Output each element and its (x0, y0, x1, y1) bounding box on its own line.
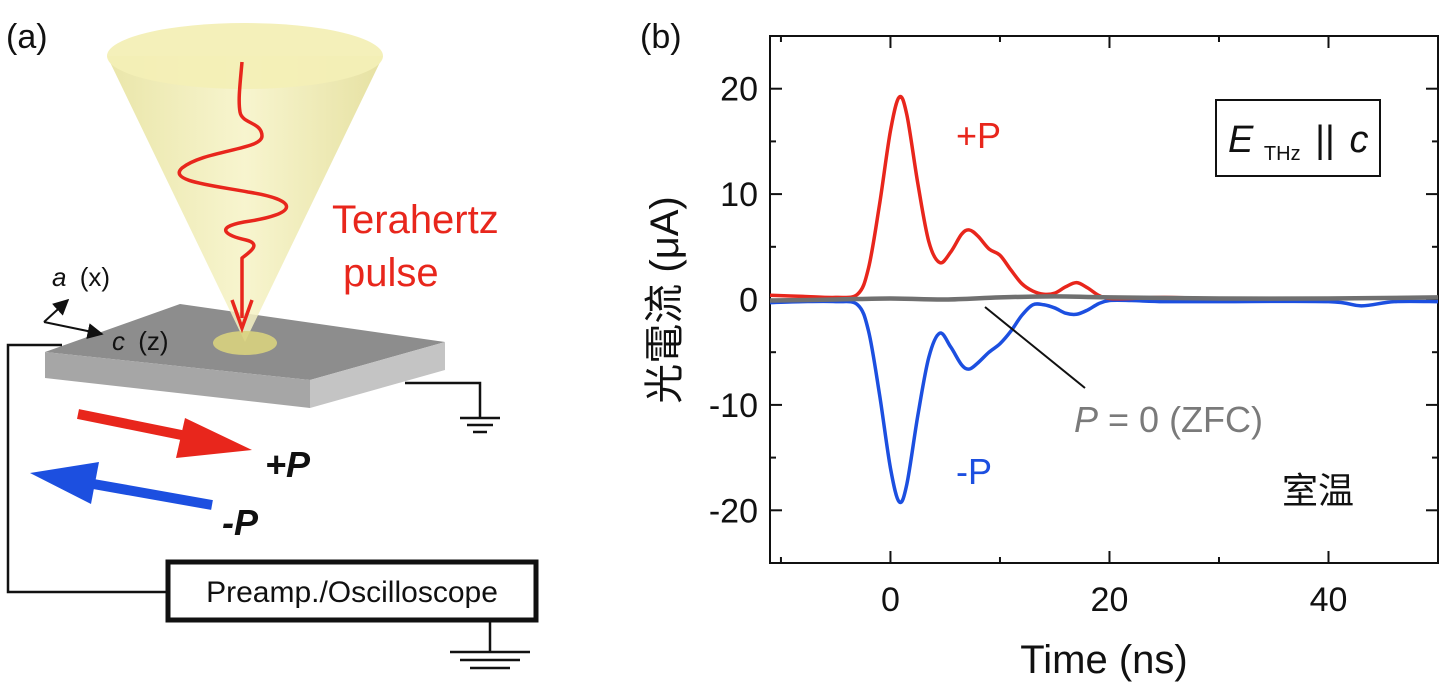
zfc-label-rest: = 0 (ZFC) (1098, 399, 1263, 440)
series-group (769, 94, 1439, 505)
y-tick-label: 0 (739, 282, 758, 320)
svg-text:c (z): c (z) (112, 326, 169, 356)
y-tick-label: -10 (709, 387, 758, 425)
minus-p-series-label: -P (956, 451, 992, 492)
axis-a-coord: (x) (80, 262, 110, 292)
terahertz-waveform (177, 61, 289, 318)
y-axis-title: 光電流 (μA) (643, 196, 687, 403)
box-e-letter: E (1228, 119, 1254, 161)
y-tick-label: -20 (709, 492, 758, 530)
zfc-series-line (769, 294, 1439, 303)
instrument-label: Preamp./Oscilloscope (206, 576, 498, 609)
plus-p-arrow (77, 409, 252, 458)
terahertz-cone (107, 23, 383, 355)
instrument-box (165, 559, 539, 623)
pulse-label-line1: Terahertz (332, 198, 499, 242)
wiring (6, 343, 530, 670)
minus-p-series-line (769, 298, 1439, 505)
minus-p-label: -P (222, 502, 259, 543)
svg-text:a (x): a (x) (52, 262, 110, 292)
plus-p-label: +P (265, 444, 311, 485)
axis-c-letter: c (112, 326, 125, 356)
polarization-box: E THz || c (1215, 99, 1381, 177)
panel-a-label: (a) (6, 18, 48, 56)
panel-a: (a) Terahertz pulse a (x) c (6, 18, 539, 670)
zfc-leader-line (984, 306, 1086, 389)
y-tick-label: 20 (720, 71, 758, 109)
box-parallel: || (1315, 119, 1335, 161)
minus-p-arrow (30, 462, 213, 510)
x-tick-label: 20 (1091, 581, 1129, 619)
axis-ticks: -20 -10 0 10 20 0 20 40 (709, 35, 1439, 619)
crystal-axes: a (x) c (z) (43, 262, 169, 356)
box-thz-sub: THz (1264, 143, 1301, 165)
x-tick-label: 40 (1310, 581, 1348, 619)
y-tick-label: 10 (720, 176, 758, 214)
pulse-label-line2: pulse (343, 251, 439, 295)
x-tick-label: 0 (881, 581, 900, 619)
axis-a-letter: a (52, 262, 66, 292)
zfc-label-p: P (1074, 399, 1098, 440)
svg-text:P = 0 (ZFC): P = 0 (ZFC) (1074, 399, 1263, 440)
svg-text:E THz ||: E THz || c (1228, 119, 1368, 169)
axis-c-coord: (z) (138, 326, 168, 356)
plus-p-series-label: +P (956, 115, 1001, 156)
waveform-arrowhead (230, 299, 254, 334)
panel-b-label: (b) (640, 18, 682, 56)
room-temperature-label: 室温 (1282, 470, 1354, 511)
box-c-letter: c (1349, 119, 1368, 161)
x-axis-title: Time (ns) (1020, 638, 1187, 682)
